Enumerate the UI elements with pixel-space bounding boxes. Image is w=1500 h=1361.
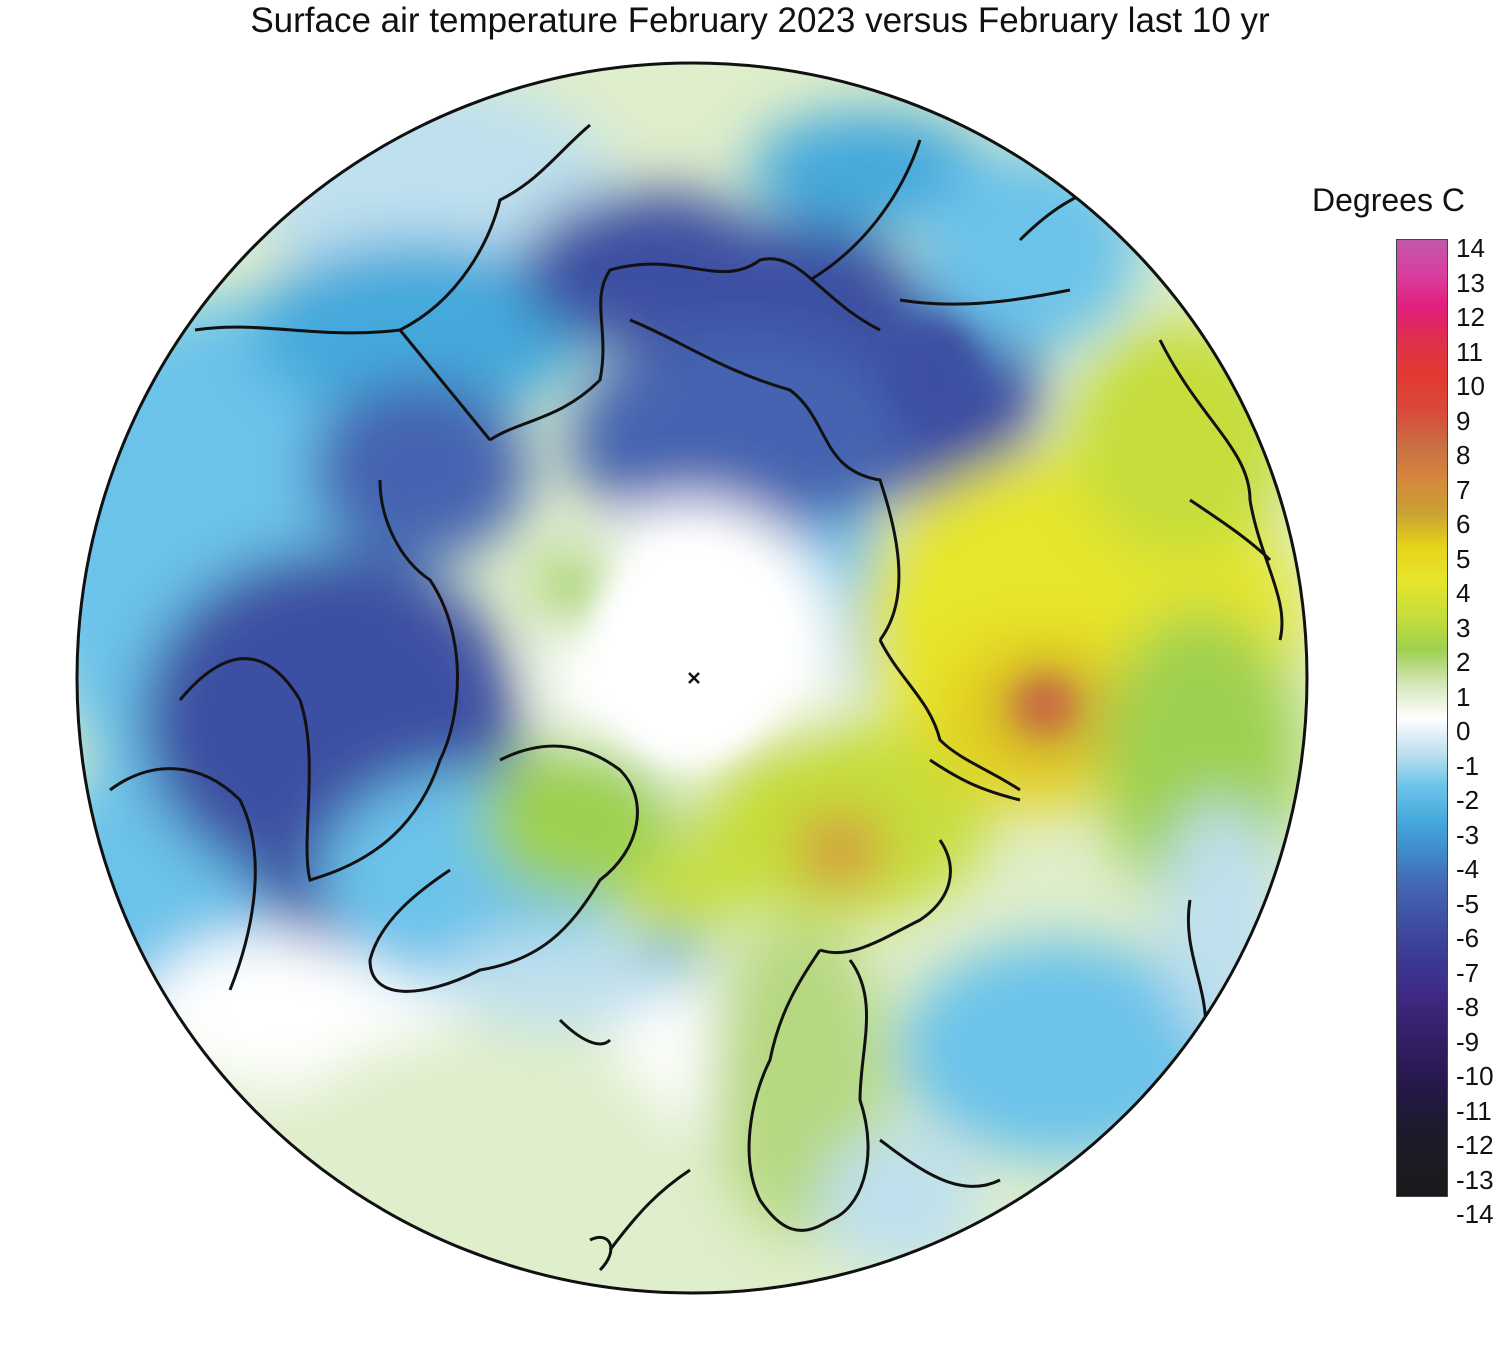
colorbar-tick-label: 12	[1456, 302, 1485, 332]
colorbar-tick-label: -5	[1456, 888, 1480, 919]
pole-x-icon	[688, 672, 700, 684]
colorbar-tick-label: 10	[1456, 371, 1485, 401]
colorbar-tick-label: 14	[1456, 233, 1485, 263]
colorbar-tick-label: 1	[1456, 681, 1471, 712]
colorbar-tick-label: -13	[1456, 1164, 1494, 1195]
colorbar-tick-label: 9	[1456, 405, 1471, 436]
map-boundary	[75, 61, 1309, 1295]
colorbar-tick-label: 0	[1456, 716, 1471, 746]
colorbar-tick-label: -12	[1456, 1130, 1494, 1160]
colorbar-tick-label: 2	[1456, 647, 1471, 677]
colorbar-tick-label: 3	[1456, 612, 1471, 643]
colorbar-tick-label: -1	[1456, 750, 1480, 781]
colorbar-tick-label: 11	[1456, 336, 1483, 367]
chart-title: Surface air temperature February 2023 ve…	[250, 1, 1270, 40]
colorbar-tick-label: -10	[1456, 1061, 1494, 1091]
colorbar-tick-label: 8	[1456, 440, 1471, 470]
colorbar-tick-label: -2	[1456, 785, 1480, 815]
coastlines	[109, 123, 1284, 1272]
colorbar-tick-label: 13	[1456, 267, 1485, 298]
colorbar-tick-label: -8	[1456, 992, 1480, 1022]
colorbar-tick-label: 5	[1456, 543, 1471, 574]
colorbar-tick-labels: 14 13 12 11 10 9 8 7 6 5 4 3 2 1 0 -1 -2 -3 -4 -5 -6 -7 -8 -9 -1…	[1456, 230, 1500, 1230]
colorbar-tick-label: -3	[1456, 819, 1480, 850]
colorbar-tick-label: -4	[1456, 854, 1480, 884]
colorbar-tick-label: -6	[1456, 923, 1480, 953]
colorbar-tick-label: -11	[1456, 1095, 1492, 1126]
colorbar-tick-label: 6	[1456, 509, 1471, 539]
colorbar	[1396, 239, 1448, 1197]
colorbar-tick-label: -14	[1456, 1199, 1494, 1229]
legend-title: Degrees C	[1312, 182, 1465, 218]
colorbar-tick-label: 4	[1456, 578, 1471, 608]
colorbar-tick-label: -7	[1456, 957, 1480, 988]
colorbar-tick-label: 7	[1456, 474, 1471, 505]
colorbar-tick-label: -9	[1456, 1026, 1480, 1057]
